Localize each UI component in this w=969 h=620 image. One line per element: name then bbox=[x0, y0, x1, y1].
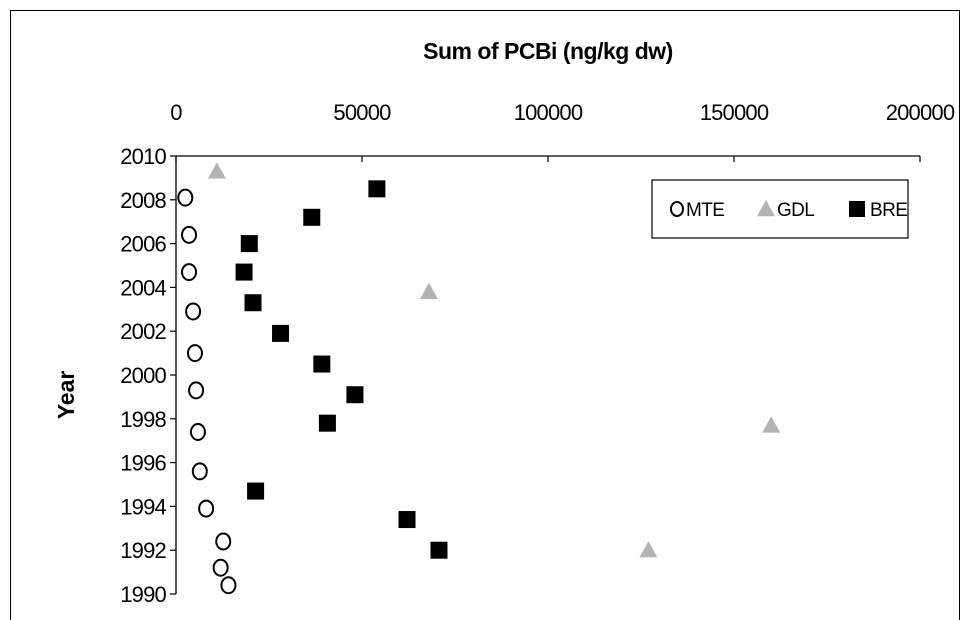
mte-data-point bbox=[186, 344, 203, 363]
bre-data-point bbox=[368, 180, 386, 198]
gdl-data-point bbox=[762, 416, 781, 433]
y-tick-label: 2002 bbox=[120, 319, 166, 344]
x-tick-label: 150000 bbox=[700, 100, 769, 125]
y-tick-label: 1990 bbox=[120, 582, 166, 607]
x-tick-label: 0 bbox=[170, 100, 182, 125]
x-tick-label: 100000 bbox=[514, 100, 583, 125]
x-tick-label: 200000 bbox=[886, 100, 955, 125]
gdl-data-point bbox=[419, 282, 438, 299]
mte-data-point bbox=[220, 576, 237, 595]
bre-data-point bbox=[240, 235, 258, 253]
y-tick-label: 2010 bbox=[120, 144, 166, 169]
x-tick-label: 50000 bbox=[333, 100, 391, 125]
mte-data-point bbox=[181, 263, 198, 282]
mte-data-point bbox=[191, 462, 208, 481]
mte-data-point bbox=[188, 381, 205, 400]
legend-bre-marker bbox=[849, 201, 865, 217]
bre-data-point bbox=[313, 355, 331, 373]
mte-data-point bbox=[212, 558, 229, 577]
chart-title: Sum of PCBi (ng/kg dw) bbox=[423, 38, 673, 64]
bre-data-point bbox=[398, 511, 416, 529]
y-tick-label: 2000 bbox=[120, 363, 166, 388]
chart-frame bbox=[10, 10, 960, 620]
legend-bre-label: BRE bbox=[870, 200, 907, 221]
legend-box bbox=[651, 179, 909, 239]
y-tick-label: 1998 bbox=[120, 407, 166, 432]
gdl-data-point bbox=[207, 162, 226, 179]
bre-data-point bbox=[303, 208, 321, 226]
mte-data-point bbox=[198, 499, 215, 518]
bre-data-point bbox=[430, 541, 448, 559]
legend-mte-marker bbox=[670, 201, 684, 217]
bre-data-point bbox=[346, 386, 364, 404]
bre-data-point bbox=[244, 294, 262, 312]
y-tick-label: 1992 bbox=[120, 538, 166, 563]
bre-data-point bbox=[247, 482, 265, 500]
bre-data-point bbox=[318, 414, 336, 432]
legend-gdl-label: GDL bbox=[777, 200, 814, 221]
legend-mte-label: MTE bbox=[686, 200, 724, 221]
y-tick-label: 2004 bbox=[120, 275, 166, 300]
y-tick-label: 2008 bbox=[120, 188, 166, 213]
mte-data-point bbox=[215, 532, 232, 551]
y-tick-label: 1996 bbox=[120, 451, 166, 476]
bre-data-point bbox=[235, 263, 253, 281]
mte-data-point bbox=[185, 302, 202, 321]
y-tick-label: 2006 bbox=[120, 232, 166, 257]
mte-data-point bbox=[181, 225, 198, 244]
y-tick-label: 1994 bbox=[120, 494, 166, 519]
mte-data-point bbox=[189, 422, 206, 441]
bre-data-point bbox=[272, 324, 290, 342]
gdl-data-point bbox=[639, 541, 658, 558]
mte-data-point bbox=[177, 188, 194, 207]
legend-gdl-marker bbox=[757, 200, 775, 217]
y-axis-label: Year bbox=[53, 371, 79, 420]
